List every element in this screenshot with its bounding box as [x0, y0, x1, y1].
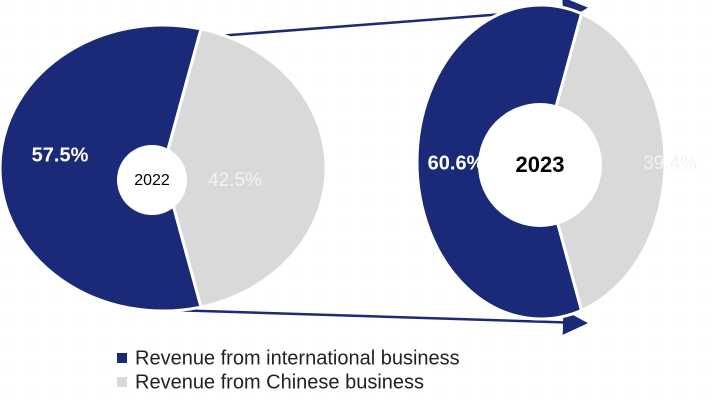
- center-label: 2023: [516, 152, 565, 177]
- pie-slice: [163, 29, 326, 307]
- pie-slice: [541, 14, 665, 311]
- connector-arrow: [169, 308, 588, 335]
- legend-label: Revenue from Chinese business: [135, 371, 424, 393]
- pie: [0, 25, 326, 311]
- value-label: 57.5%: [32, 144, 89, 166]
- pie-slice: [0, 25, 201, 311]
- pie: [417, 5, 665, 319]
- value-label: 42.5%: [208, 170, 262, 191]
- legend-label: Revenue from international business: [135, 347, 460, 369]
- legend-swatch: [117, 353, 127, 363]
- value-label: 60.6%: [428, 152, 485, 174]
- donut-hole: [117, 145, 187, 215]
- center-label: 2022: [134, 172, 170, 189]
- value-label: 39.4%: [643, 153, 697, 174]
- donut-hole: [478, 103, 602, 227]
- legend-swatch: [117, 377, 127, 387]
